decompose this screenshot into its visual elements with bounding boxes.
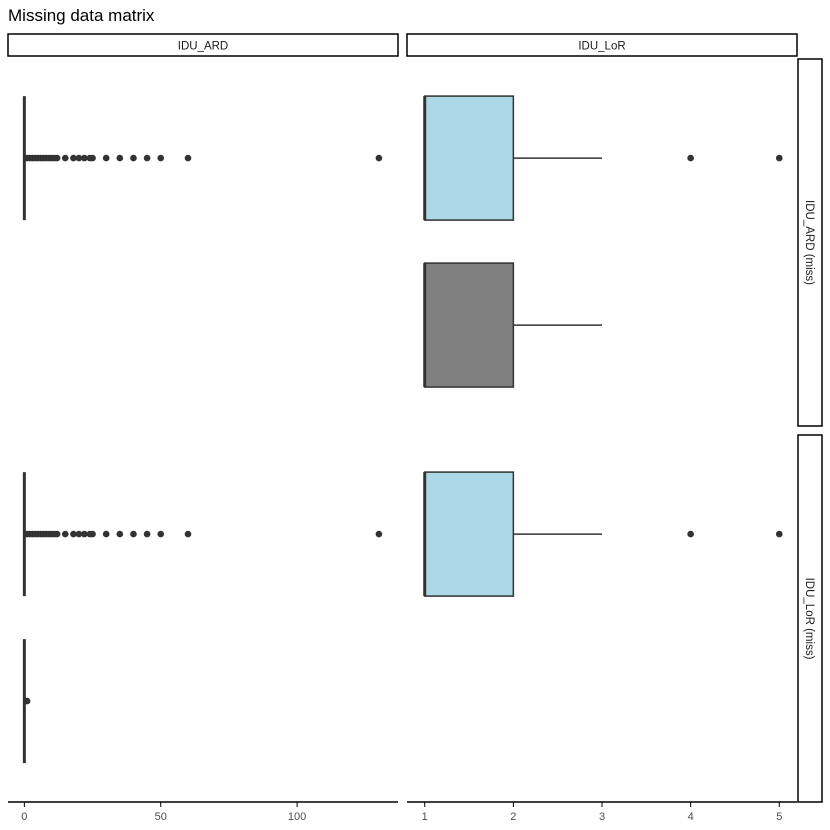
facet-column-strip-idu-ard: IDU_ARD bbox=[7, 33, 399, 57]
x-tick-label: 5 bbox=[776, 811, 782, 823]
x-tick-label: 1 bbox=[422, 811, 428, 823]
outlier-point bbox=[130, 154, 137, 162]
facet-column-strip-idu-lor: IDU_LoR bbox=[406, 33, 798, 57]
outlier-point bbox=[81, 154, 88, 162]
box-body bbox=[423, 95, 515, 221]
outlier-point bbox=[70, 154, 77, 162]
outlier-point bbox=[61, 154, 69, 162]
outlier-point bbox=[184, 530, 192, 538]
outlier-point bbox=[375, 530, 383, 538]
panel-idu-lor-by-idu-lor-miss bbox=[423, 471, 783, 597]
facet-row-label-idu-ard-miss: IDU_ARD (miss) bbox=[803, 200, 815, 285]
box-false-group bbox=[22, 472, 383, 597]
outlier-point bbox=[116, 154, 124, 162]
outlier-point bbox=[116, 530, 124, 538]
outlier-point bbox=[89, 154, 96, 162]
x-axis-idu-ard: 0 50 100 bbox=[8, 801, 398, 823]
box-false-group bbox=[423, 95, 783, 221]
box-body bbox=[423, 471, 515, 597]
facet-row-label-idu-lor-miss: IDU_LoR (miss) bbox=[803, 578, 815, 660]
outlier-point bbox=[143, 154, 151, 162]
outlier-point bbox=[157, 530, 165, 538]
box-false-group bbox=[423, 471, 783, 597]
outlier-point bbox=[143, 530, 151, 538]
x-axis-idu-lor: 1 2 3 4 5 bbox=[407, 801, 797, 823]
chart-title: Missing data matrix bbox=[8, 6, 155, 25]
outlier-point bbox=[102, 530, 110, 538]
x-tick-label: 0 bbox=[21, 811, 27, 823]
outlier-point bbox=[23, 697, 31, 705]
x-tick-label: 2 bbox=[510, 811, 516, 823]
outlier-point bbox=[61, 530, 69, 538]
outlier-point bbox=[184, 154, 192, 162]
box-true-group bbox=[22, 639, 31, 764]
x-tick-label: 100 bbox=[288, 811, 306, 823]
box-true-group bbox=[423, 262, 602, 388]
outlier-point bbox=[89, 530, 96, 538]
outlier-point bbox=[75, 530, 83, 538]
outlier-point bbox=[70, 530, 77, 538]
outlier-point bbox=[775, 154, 783, 162]
outlier-point bbox=[775, 530, 783, 538]
box-false-group bbox=[22, 96, 383, 221]
outlier-point bbox=[102, 154, 110, 162]
outlier-point bbox=[130, 530, 137, 538]
x-tick-label: 50 bbox=[155, 811, 167, 823]
facet-row-strip-idu-lor-miss: IDU_LoR (miss) bbox=[797, 434, 823, 803]
outlier-point bbox=[53, 154, 61, 162]
facet-column-label-idu-lor: IDU_LoR bbox=[578, 41, 625, 53]
panel-idu-lor-by-idu-ard-miss bbox=[423, 95, 783, 388]
x-tick-label: 4 bbox=[688, 811, 694, 823]
outlier-point bbox=[53, 530, 61, 538]
panel-idu-ard-by-idu-lor-miss bbox=[22, 472, 383, 764]
outlier-point bbox=[687, 530, 694, 538]
panel-idu-ard-by-idu-ard-miss bbox=[22, 96, 383, 221]
outlier-point bbox=[75, 154, 83, 162]
facet-row-strip-idu-ard-miss: IDU_ARD (miss) bbox=[797, 58, 823, 427]
outlier-point bbox=[375, 154, 383, 162]
outlier-point bbox=[687, 154, 694, 162]
facet-column-label-idu-ard: IDU_ARD bbox=[178, 41, 228, 53]
x-tick-label: 3 bbox=[599, 811, 605, 823]
outlier-point bbox=[81, 530, 88, 538]
box-body bbox=[423, 262, 515, 388]
outlier-point bbox=[157, 154, 165, 162]
